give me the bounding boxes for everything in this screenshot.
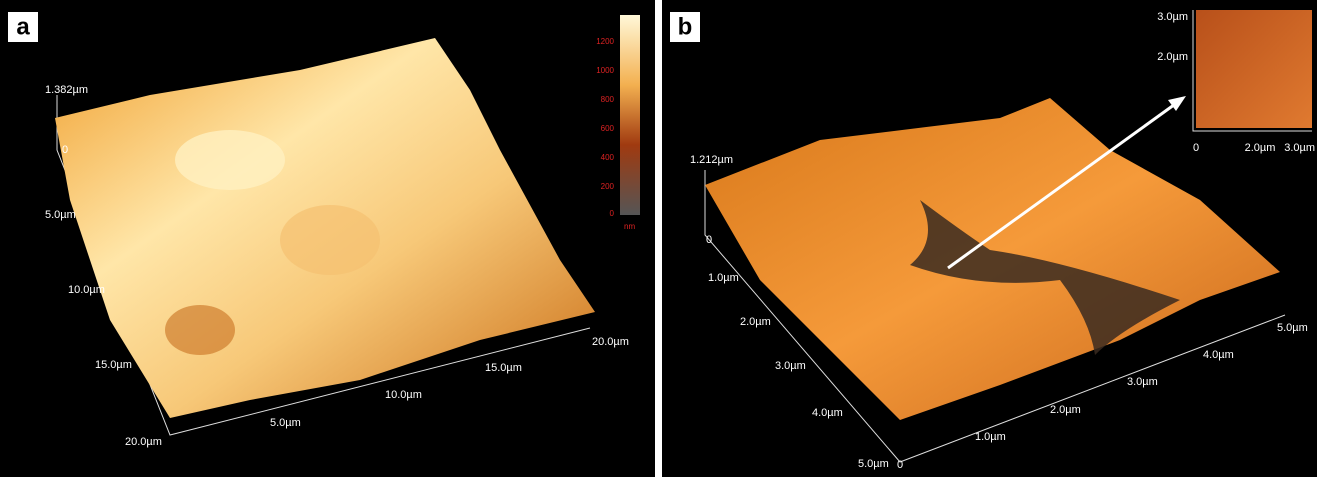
axis-label: 10.0µm	[68, 284, 105, 296]
panel-label: b	[678, 13, 693, 40]
axis-label: 15.0µm	[95, 359, 132, 371]
axis-label: 15.0µm	[485, 362, 522, 374]
panel-b: b 1.212µm 0 1.0µm 2.0µm 3.0µm 4.0µm 5.0µ…	[662, 0, 1317, 477]
figure: a 1.382µm 0 5.0µm 10.0µm 15.0µm 20.0µm 5…	[0, 0, 1317, 477]
colorbar-tick: 1200	[596, 37, 614, 46]
z-max-label: 1.212µm	[690, 154, 733, 166]
axis-label: 2.0µm	[1050, 404, 1081, 416]
axis-label: 1.0µm	[708, 272, 739, 284]
axis-label: 5.0µm	[270, 417, 301, 429]
z-max-label: 1.382µm	[45, 84, 88, 96]
inset-axis-label: 3.0µm	[1284, 142, 1315, 154]
axis-label: 20.0µm	[592, 336, 629, 348]
panel-label: a	[16, 13, 30, 40]
inset-axis-label: 2.0µm	[1245, 142, 1276, 154]
inset-axis-label: 2.0µm	[1157, 51, 1188, 63]
axis-label: 5.0µm	[1277, 322, 1308, 334]
axis-label: 5.0µm	[858, 458, 889, 470]
axis-label: 5.0µm	[45, 209, 76, 221]
axis-label: 10.0µm	[385, 389, 422, 401]
panel-a: a 1.382µm 0 5.0µm 10.0µm 15.0µm 20.0µm 5…	[0, 0, 655, 477]
colorbar-tick: 0	[610, 209, 615, 218]
axis-label: 20.0µm	[125, 436, 162, 448]
colorbar-tick: 1000	[596, 66, 614, 75]
axis-label: 4.0µm	[1203, 349, 1234, 361]
colorbar-tick: 400	[601, 153, 615, 162]
axis-label: 4.0µm	[812, 407, 843, 419]
axis-label: 3.0µm	[1127, 376, 1158, 388]
colorbar-tick: 200	[601, 182, 615, 191]
colorbar-tick: 600	[601, 124, 615, 133]
z-zero-label: 0	[62, 144, 68, 156]
axis-label: 0	[897, 459, 903, 471]
surface-feature	[280, 205, 380, 275]
inset-axis-label: 0	[1193, 142, 1199, 154]
colorbar	[620, 15, 640, 215]
axis-label: 2.0µm	[740, 316, 771, 328]
axis-label: 1.0µm	[975, 431, 1006, 443]
inset-axis-label: 3.0µm	[1157, 11, 1188, 23]
surface-highlight	[175, 130, 285, 190]
surface-feature	[165, 305, 235, 355]
colorbar-tick: 800	[601, 95, 615, 104]
colorbar-unit: nm	[624, 222, 635, 231]
inset-image	[1196, 10, 1312, 128]
z-zero-label: 0	[706, 234, 712, 246]
axis-label: 3.0µm	[775, 360, 806, 372]
